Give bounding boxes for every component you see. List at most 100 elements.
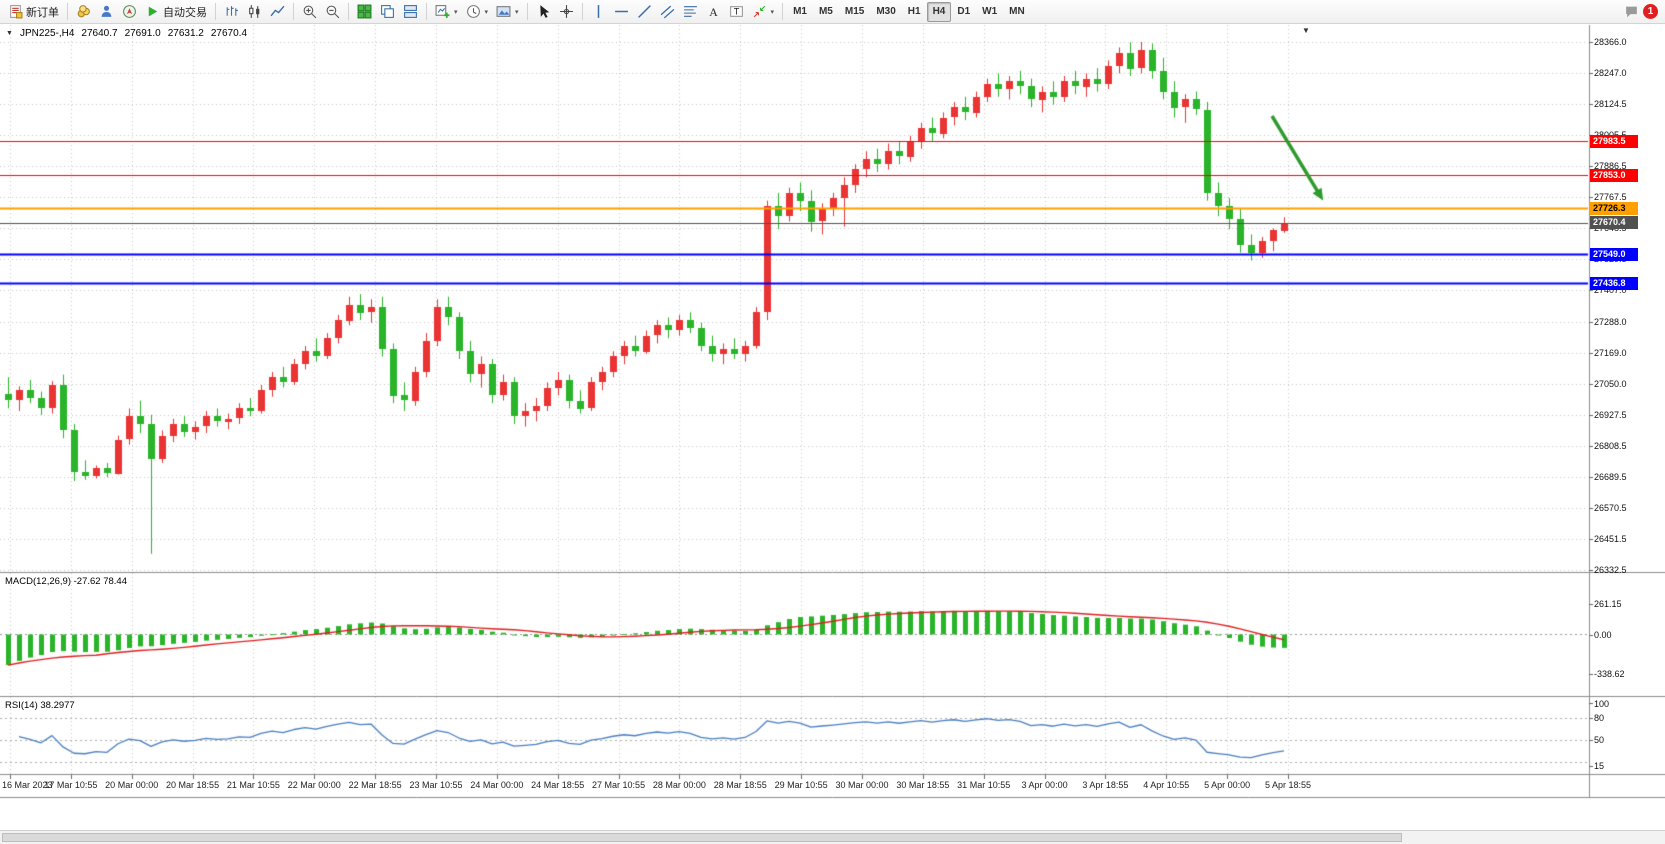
timeframe-w1-button[interactable]: W1	[976, 2, 1003, 22]
text-button[interactable]: A	[702, 2, 725, 22]
autotrade-button[interactable]: 自动交易	[141, 2, 211, 22]
toolbar-separator	[581, 3, 583, 20]
price-axis-label: 28247.0	[1594, 68, 1627, 79]
arrows-icon	[752, 4, 767, 19]
price-tags: 27983.5 27853.0 27726.3 27670.4 27549.0 27436…	[1590, 0, 1665, 844]
autotrade-button-label: 自动交易	[163, 6, 207, 19]
timeframe-m30-button[interactable]: M30	[870, 2, 901, 22]
crosshair-button[interactable]	[555, 2, 578, 22]
macd-indicator-label: MACD(12,26,9) -27.62 78.44	[5, 576, 127, 587]
toolbar-separator	[426, 3, 427, 20]
data-window-icon	[99, 4, 114, 19]
price-axis-label: 28124.5	[1594, 99, 1627, 110]
rsi-axis[interactable]: 100 80 50 15	[1590, 0, 1665, 844]
price-axis-label: 26570.5	[1594, 502, 1627, 513]
toolbar-separator	[782, 3, 784, 20]
time-axis-label: 20 Mar 00:00	[105, 780, 159, 790]
svg-text:A: A	[709, 6, 718, 19]
horizontal-scrollbar[interactable]	[0, 830, 1665, 844]
open-value: 27640.7	[81, 28, 118, 39]
chart-shift-marker[interactable]: ▼	[1302, 26, 1310, 35]
time-axis[interactable]: 16 Mar 2023 17 Mar 10:55 20 Mar 00:00 20 Ma…	[0, 780, 1588, 794]
arrange-windows-button[interactable]	[399, 2, 422, 22]
new-order-button[interactable]: 新订单	[4, 2, 63, 22]
time-axis-label: 5 Apr 00:00	[1204, 780, 1251, 790]
zoom-out-button[interactable]	[321, 2, 344, 22]
vertical-line-button[interactable]	[587, 2, 610, 22]
support-1-price-tag: 27549.0	[1590, 248, 1638, 261]
channel-icon	[660, 4, 675, 19]
navigator-button[interactable]	[118, 2, 141, 22]
cursor-button[interactable]	[532, 2, 555, 22]
price-axis-label: 26451.5	[1594, 533, 1627, 544]
macd-axis-label: -338.62	[1594, 669, 1625, 680]
price-axis-label: 26927.5	[1594, 409, 1627, 420]
resistance-1-price-tag: 27983.5	[1590, 135, 1638, 148]
vertical-line-icon	[591, 4, 606, 19]
templates-icon	[496, 4, 511, 19]
current-price-price-tag: 27670.4	[1590, 216, 1638, 229]
market-watch-button[interactable]	[72, 2, 95, 22]
high-value: 27691.0	[124, 28, 161, 39]
profiles-button[interactable]: ▾	[462, 2, 493, 22]
support-2-price-tag: 27436.8	[1590, 277, 1638, 290]
price-axis-label: 27288.0	[1594, 316, 1627, 327]
rsi-axis-label: 15	[1594, 760, 1605, 771]
time-axis-label: 27 Mar 10:55	[592, 780, 646, 790]
toolbar-groups: 新订单 自动交易 ▾ ▾ ▾ A T ▾ M1 M5 M15 M30 H1 H4 D1 W1 MN	[4, 0, 1031, 23]
dropdown-caret-icon: ▾	[770, 8, 775, 16]
timeframe-h4-button[interactable]: H4	[926, 1, 952, 22]
data-window-button[interactable]	[95, 2, 118, 22]
cursor-icon	[536, 4, 551, 19]
templates-button[interactable]: ▾	[492, 2, 523, 22]
notifications-icon[interactable]	[1624, 4, 1639, 19]
bar-chart-button[interactable]	[220, 2, 243, 22]
dropdown-caret-icon: ▾	[454, 8, 458, 16]
channel-button[interactable]	[656, 2, 679, 22]
chart-menu-icon[interactable]: ▼	[6, 30, 13, 37]
timeframe-h1-button[interactable]: H1	[902, 2, 927, 22]
low-value: 27631.2	[167, 28, 204, 39]
time-axis-label: 16 Mar 2023	[2, 780, 53, 790]
time-axis-label: 21 Mar 10:55	[226, 780, 280, 790]
time-axis-label: 30 Mar 18:55	[896, 780, 950, 790]
time-axis-label: 20 Mar 18:55	[166, 780, 220, 790]
label-icon: T	[729, 4, 744, 19]
scrollbar-thumb[interactable]	[2, 833, 1402, 842]
price-axis-label: 26808.5	[1594, 440, 1627, 451]
timeframe-m1-button[interactable]: M1	[787, 2, 813, 22]
cascade-windows-button[interactable]	[376, 2, 399, 22]
time-axis-label: 31 Mar 10:55	[957, 780, 1011, 790]
time-axis-label: 17 Mar 10:55	[44, 780, 98, 790]
trendline-button[interactable]	[633, 2, 656, 22]
arrange-windows-icon	[403, 4, 418, 19]
indicators-button[interactable]: ▾	[431, 2, 462, 22]
pivot-line-price-tag: 27726.3	[1590, 202, 1638, 215]
timeframe-mn-button[interactable]: MN	[1003, 2, 1031, 22]
timeframe-d1-button[interactable]: D1	[951, 2, 976, 22]
horizontal-line-button[interactable]	[610, 2, 633, 22]
main-toolbar: 新订单 自动交易 ▾ ▾ ▾ A T ▾ M1 M5 M15 M30 H1 H4 D1 W1 MN 1	[0, 0, 1665, 24]
rsi-axis-label: 50	[1594, 735, 1605, 745]
toolbar-separator	[215, 3, 216, 20]
toolbar-separator	[293, 3, 294, 20]
timeframe-m5-button[interactable]: M5	[813, 2, 839, 22]
price-axis-label: 27050.0	[1594, 378, 1627, 389]
candlestick-chart-button[interactable]	[243, 2, 266, 22]
time-axis-label: 24 Mar 18:55	[531, 780, 585, 790]
shapes-button[interactable]: ▾	[748, 2, 779, 22]
dropdown-caret-icon: ▾	[484, 8, 489, 16]
label-button[interactable]: T	[725, 2, 748, 22]
zoom-in-button[interactable]	[298, 2, 321, 22]
timeframe-m15-button[interactable]: M15	[839, 2, 870, 22]
fibonacci-button[interactable]	[679, 2, 702, 22]
price-axis-label: 27407.0	[1594, 285, 1627, 296]
rsi-axis-label: 80	[1594, 713, 1605, 723]
line-chart-button[interactable]	[266, 2, 289, 22]
time-axis-label: 23 Mar 10:55	[409, 780, 463, 790]
price-axis-label: 26332.5	[1594, 564, 1627, 575]
tile-windows-button[interactable]	[353, 2, 376, 22]
macd-axis[interactable]: 261.15 0.00 -338.62	[1590, 0, 1665, 844]
